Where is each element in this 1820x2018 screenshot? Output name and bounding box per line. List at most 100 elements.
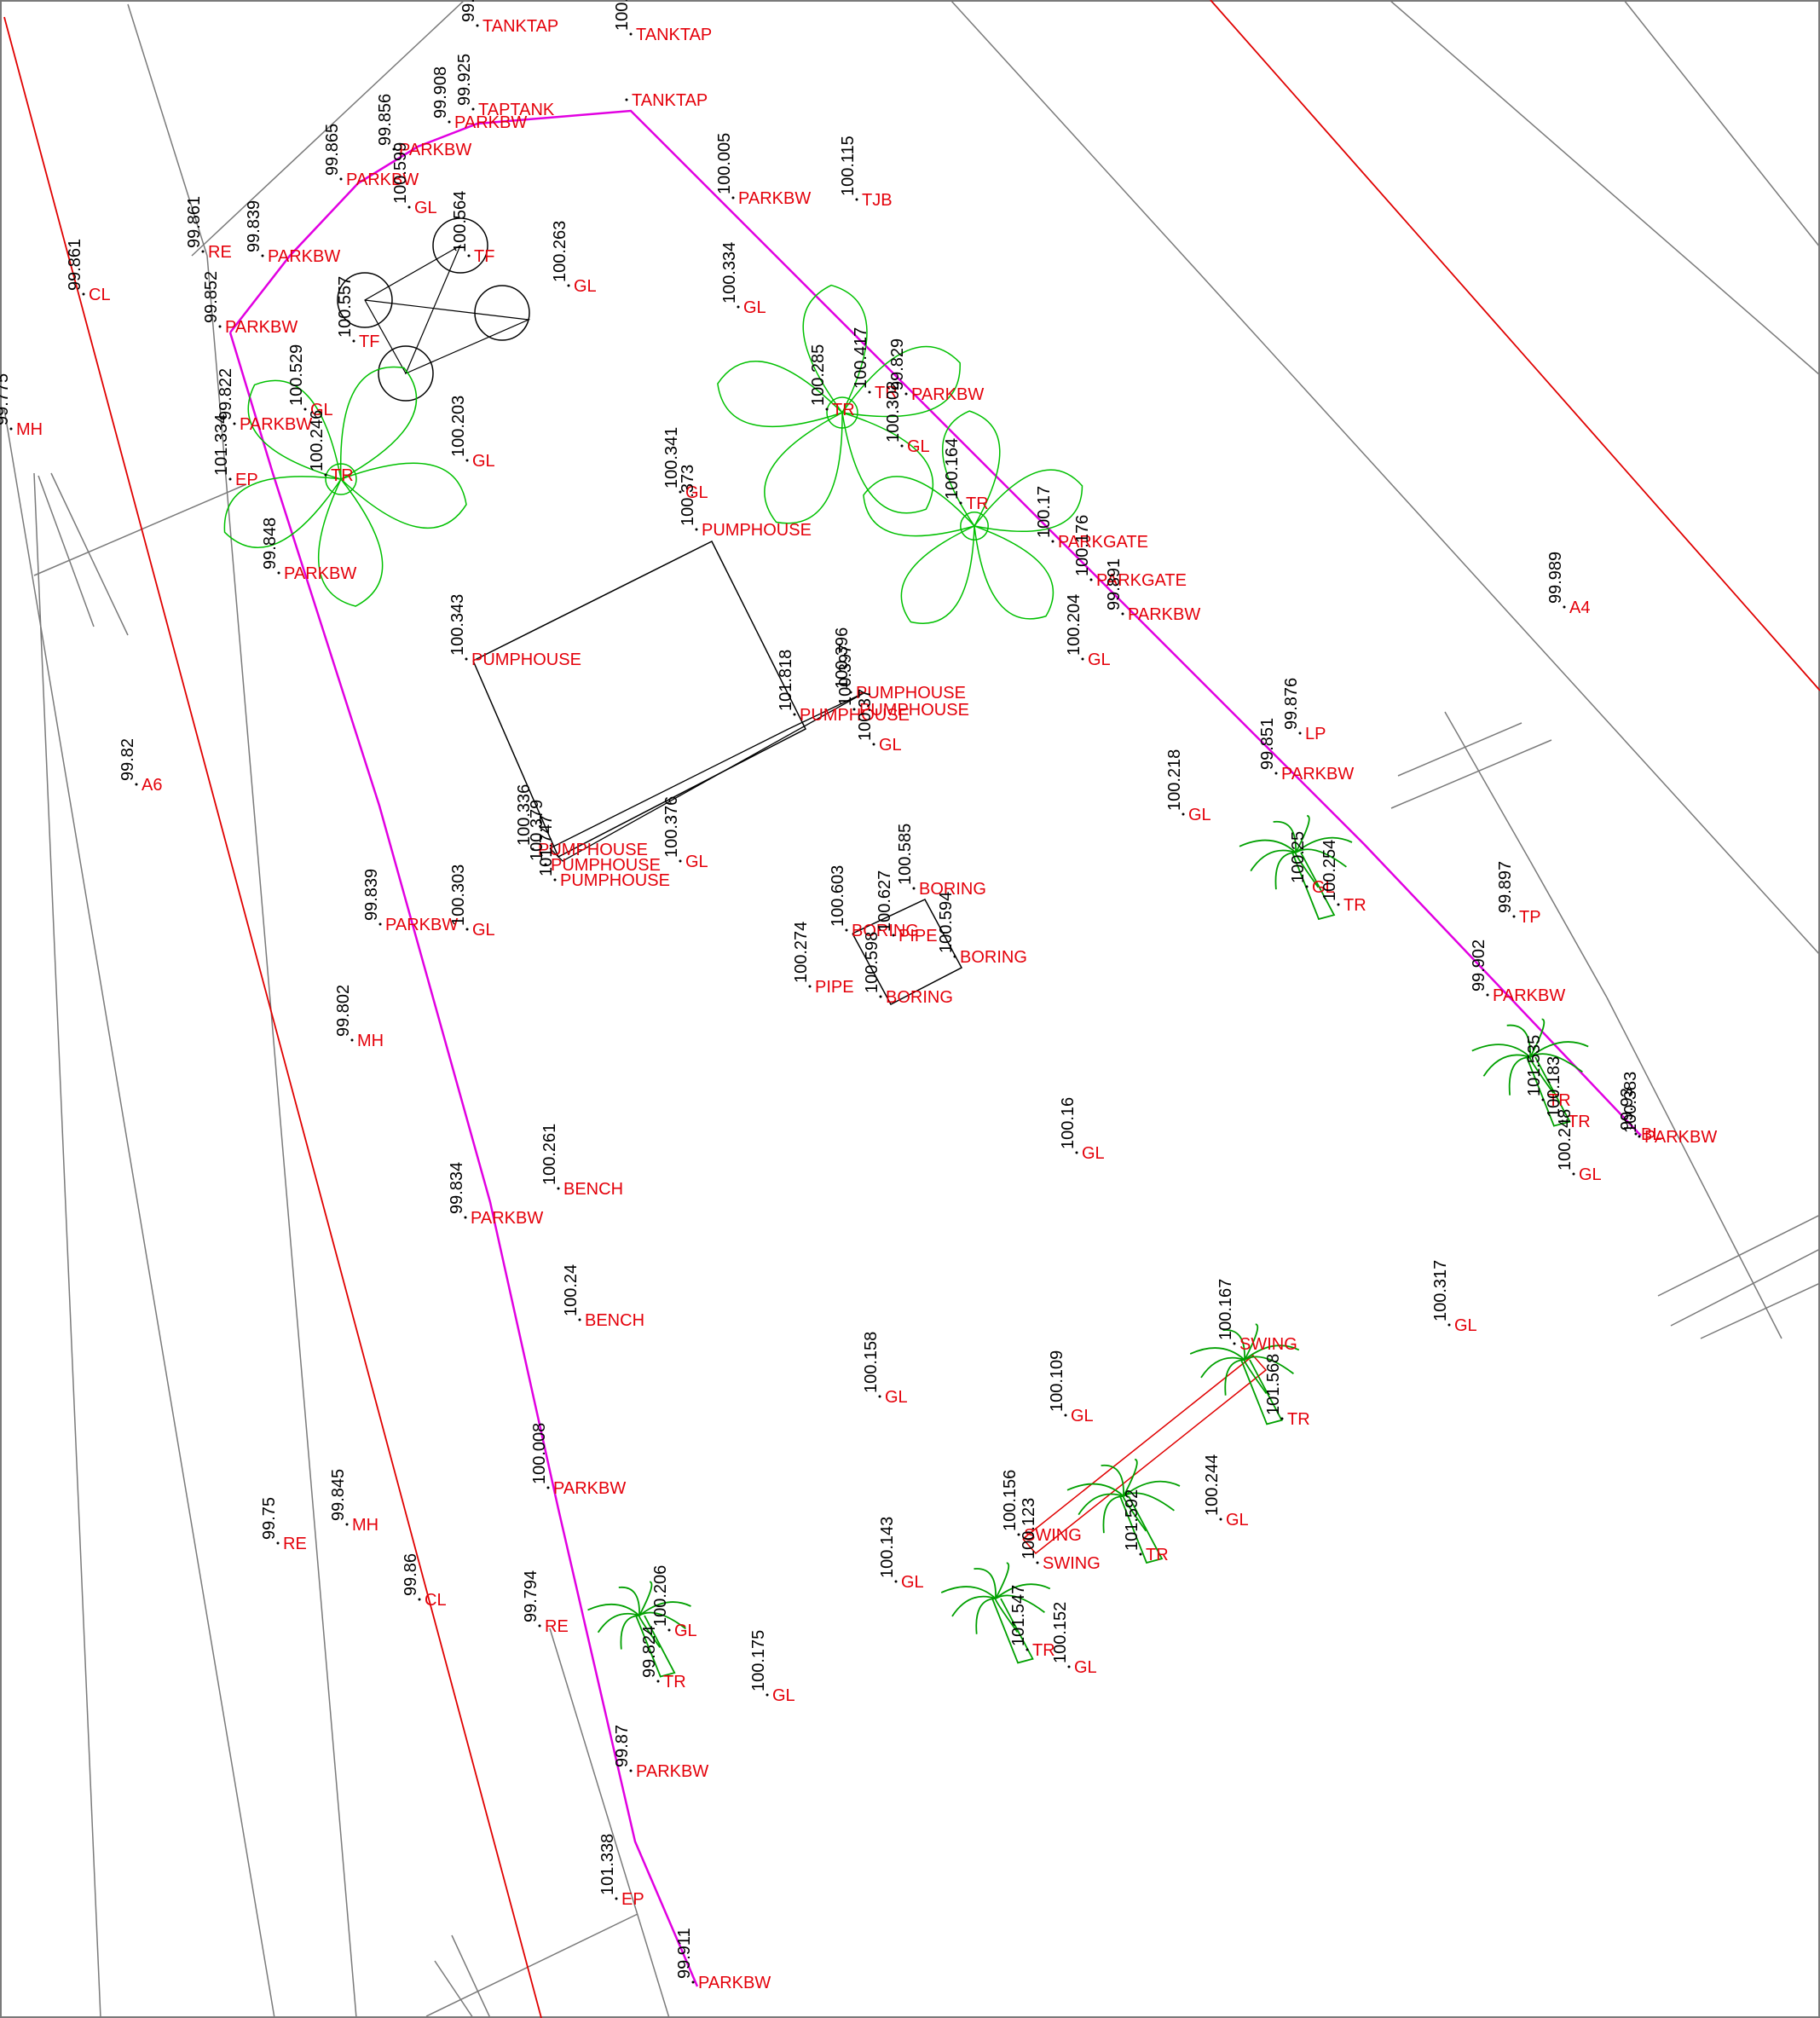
point-elevation: 100.158	[862, 1332, 881, 1393]
tree-petal	[863, 476, 976, 537]
point-code: PUMPHOUSE	[800, 706, 910, 725]
point-elevation: 99.794	[522, 1570, 540, 1622]
palm-tree-symbol	[940, 1562, 1051, 1664]
point-marker	[465, 459, 469, 462]
point-elevation: 99.861	[66, 239, 84, 291]
point-marker	[135, 783, 138, 786]
point-code: TF	[474, 247, 494, 266]
point-code: SWING	[1043, 1554, 1101, 1573]
point-marker	[904, 392, 908, 396]
point-code: GL	[310, 401, 333, 419]
point-marker	[261, 254, 264, 257]
point-code: BENCH	[563, 1180, 623, 1199]
point-elevation: 100.274	[792, 922, 811, 983]
palm-tree-symbol	[1066, 1458, 1181, 1564]
point-code: BORING	[919, 880, 986, 899]
point-elevation: 100.008	[530, 1423, 549, 1484]
point-code: GL	[1579, 1165, 1602, 1184]
point-code: PUMPHOUSE	[859, 701, 969, 720]
point-code: GL	[907, 437, 930, 456]
point-code: PUMPHOUSE	[471, 651, 581, 669]
point-elevation: 99.775	[0, 373, 12, 425]
park-boundary-west	[228, 332, 699, 1987]
palm-frond	[1239, 839, 1297, 853]
point-elevation: 100.175	[749, 1630, 768, 1691]
point-code: GL	[674, 1622, 697, 1640]
point-elevation: 99.865	[323, 124, 342, 176]
point-marker	[667, 1628, 671, 1632]
point-marker	[324, 473, 327, 477]
palm-frond	[1295, 814, 1310, 853]
tree-petal	[247, 379, 342, 481]
point-code: GL	[772, 1686, 795, 1705]
point-elevation: 101.547	[1009, 1585, 1028, 1646]
point-code: GL	[685, 853, 708, 871]
point-marker	[1486, 993, 1489, 997]
point-marker	[553, 878, 557, 882]
point-code: TR	[966, 494, 989, 513]
point-code: CL	[89, 286, 111, 304]
point-elevation: 100.397	[836, 645, 855, 706]
point-elevation: 100.115	[839, 136, 858, 196]
tree-petal	[802, 284, 868, 414]
point-marker	[737, 305, 740, 309]
point-code: PARKBW	[385, 916, 458, 934]
point-marker	[544, 863, 547, 866]
point-elevation: 101.818	[777, 650, 795, 711]
point-marker	[233, 422, 236, 425]
point-marker	[808, 985, 812, 988]
point-marker	[868, 390, 871, 394]
point-elevation: 99.925	[455, 54, 474, 106]
point-elevation: 99.93	[1618, 1088, 1637, 1130]
point-marker	[879, 995, 882, 998]
survey-line	[1700, 1282, 1820, 1339]
point-elevation: 100.261	[540, 1124, 559, 1185]
palm-frond	[1508, 1056, 1531, 1096]
survey-line	[50, 472, 129, 636]
point-elevation: 101.338	[598, 1834, 617, 1895]
point-marker	[1064, 1414, 1067, 1417]
survey-point: 99.775 MH	[0, 373, 43, 439]
point-marker	[339, 177, 343, 181]
point-marker	[345, 1523, 349, 1526]
point-marker	[1182, 812, 1185, 816]
point-elevation: 100.109	[1048, 1350, 1066, 1412]
palm-trunk	[1240, 1359, 1283, 1425]
point-elevation: 100.16	[1059, 1097, 1078, 1149]
tree-petal	[900, 524, 975, 624]
point-code: PARKBW	[454, 113, 527, 132]
palm-frond	[638, 1601, 691, 1616]
point-elevation: 99.908	[431, 66, 450, 119]
point-elevation: 101.334	[212, 414, 231, 476]
survey-line	[38, 475, 95, 627]
palm-frond	[1122, 1495, 1147, 1532]
point-code: TAPTANK	[478, 101, 555, 119]
survey-point: 100.246 TR	[308, 410, 354, 485]
point-elevation: 100.254	[1320, 840, 1339, 901]
tree-petal	[841, 411, 934, 514]
palm-trunk	[635, 1615, 676, 1678]
point-marker	[1219, 1518, 1222, 1521]
palm-frond	[1123, 1458, 1138, 1497]
park-boundary-east	[229, 109, 1642, 1136]
point-elevation: 100.373	[679, 465, 697, 526]
tree-petal	[973, 469, 1083, 532]
point-marker	[303, 408, 307, 411]
point-elevation: 99.845	[329, 1469, 348, 1521]
